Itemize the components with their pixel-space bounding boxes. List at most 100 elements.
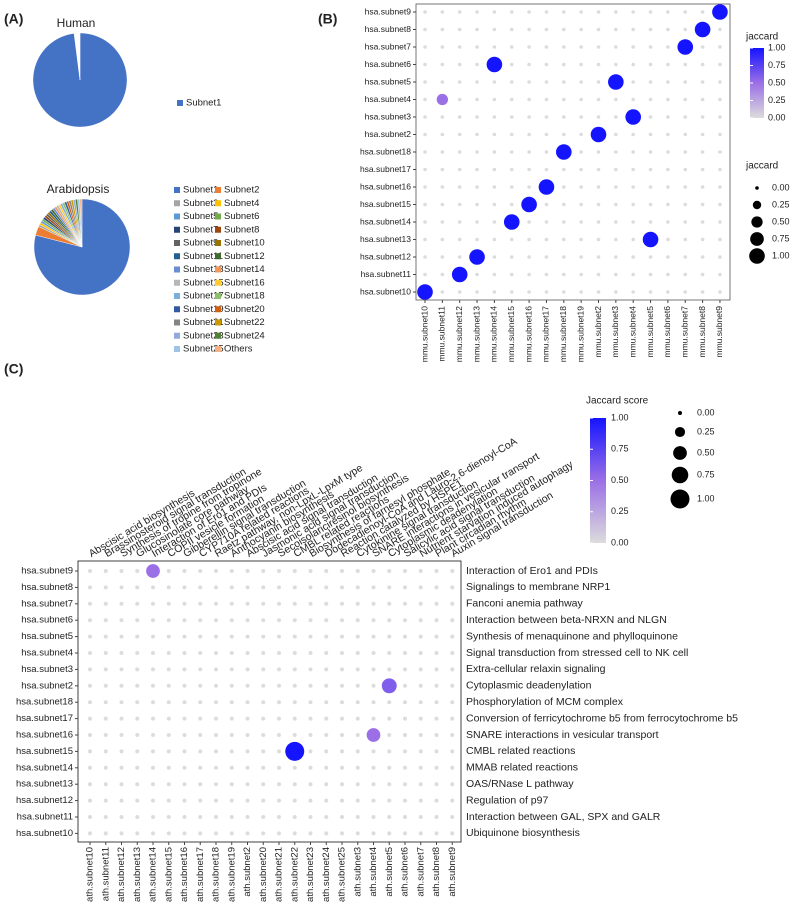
- dot: [631, 185, 635, 189]
- dot: [614, 132, 618, 137]
- dot: [440, 27, 445, 32]
- dot: [700, 290, 705, 294]
- dot: [261, 667, 266, 672]
- dot: [166, 651, 171, 655]
- dot: [292, 700, 297, 705]
- x-tick-label: mmu.subnet2: [593, 306, 603, 358]
- dot: [492, 272, 497, 277]
- dot: [527, 167, 531, 172]
- dot: [683, 62, 688, 67]
- dot: [308, 765, 313, 770]
- dot: [631, 202, 635, 207]
- dot: [712, 4, 728, 20]
- legend-label: Others: [224, 344, 253, 355]
- dot: [214, 700, 218, 705]
- dot: [277, 831, 281, 836]
- dot: [151, 667, 155, 672]
- dot: [492, 150, 497, 154]
- dot: [403, 634, 407, 639]
- dot: [371, 585, 376, 590]
- dot: [475, 27, 479, 32]
- dot: [648, 115, 653, 119]
- dot: [229, 798, 234, 803]
- dot: [261, 765, 266, 770]
- dot: [340, 585, 344, 590]
- dot: [450, 651, 455, 655]
- dot: [308, 601, 313, 606]
- dot: [538, 179, 555, 195]
- dot: [562, 202, 566, 207]
- dot: [579, 97, 583, 102]
- legend-swatch: [215, 319, 221, 326]
- dot: [457, 27, 462, 32]
- dot: [562, 27, 566, 32]
- dot: [579, 290, 583, 294]
- dot: [440, 185, 445, 189]
- y-secondary-label: MMAB related reactions: [466, 762, 578, 774]
- dot: [700, 10, 705, 14]
- legend-label: Subnet13: [183, 264, 224, 275]
- dot: [245, 749, 250, 754]
- dot: [579, 237, 583, 242]
- dot: [718, 237, 722, 242]
- dot: [88, 569, 92, 573]
- dot: [355, 634, 360, 639]
- dot: [245, 765, 250, 770]
- dot: [119, 815, 124, 819]
- legend-label: Subnet15: [183, 277, 224, 288]
- dot: [151, 618, 155, 623]
- dot: [198, 700, 203, 705]
- dot: [450, 749, 455, 754]
- dot: [596, 167, 601, 172]
- x-tick-label: mmu.subnet9: [714, 306, 724, 358]
- dot: [440, 237, 445, 242]
- dot: [614, 237, 618, 242]
- dot: [340, 733, 344, 737]
- colorbar-tick-label: 0.25: [611, 506, 629, 516]
- dot: [182, 634, 187, 639]
- dot: [245, 667, 250, 672]
- dot: [718, 185, 722, 189]
- chart-title: Arabidopsis: [47, 182, 110, 196]
- dot: [475, 97, 479, 102]
- dot: [440, 150, 445, 154]
- legend-label: Subnet7: [183, 224, 218, 235]
- y-tick-label: hsa.subnet8: [21, 582, 73, 593]
- dot: [562, 97, 566, 102]
- dot: [277, 798, 281, 803]
- legend-swatch: [174, 293, 180, 299]
- dot: [355, 765, 360, 770]
- dot: [509, 237, 514, 242]
- dot: [119, 765, 124, 770]
- dot: [151, 683, 155, 688]
- dot: [418, 716, 423, 721]
- dot: [631, 150, 635, 154]
- dot: [596, 150, 601, 154]
- colorbar-tick-label: 0.00: [768, 112, 786, 122]
- dot: [614, 27, 618, 32]
- dot: [135, 765, 140, 770]
- dot: [198, 782, 203, 787]
- dot: [308, 798, 313, 803]
- dot: [423, 150, 427, 154]
- dot: [245, 733, 250, 737]
- dot: [608, 74, 624, 90]
- dot: [527, 272, 531, 277]
- dot: [214, 831, 218, 836]
- dot: [418, 569, 423, 573]
- dot: [261, 782, 266, 787]
- dot: [527, 255, 531, 259]
- dot: [135, 700, 140, 705]
- dot: [151, 651, 155, 655]
- dot: [544, 220, 549, 224]
- dot: [556, 144, 572, 160]
- dot: [103, 831, 108, 836]
- dot: [469, 249, 485, 265]
- dot: [418, 601, 423, 606]
- y-secondary-label: Interaction between GAL, SPX and GALR: [466, 811, 661, 823]
- dot: [308, 815, 313, 819]
- dot: [527, 132, 531, 137]
- x-tick-label: mmu.subnet12: [454, 306, 464, 362]
- dot: [418, 618, 423, 623]
- x-tick-label: ath.subnet8: [431, 847, 442, 897]
